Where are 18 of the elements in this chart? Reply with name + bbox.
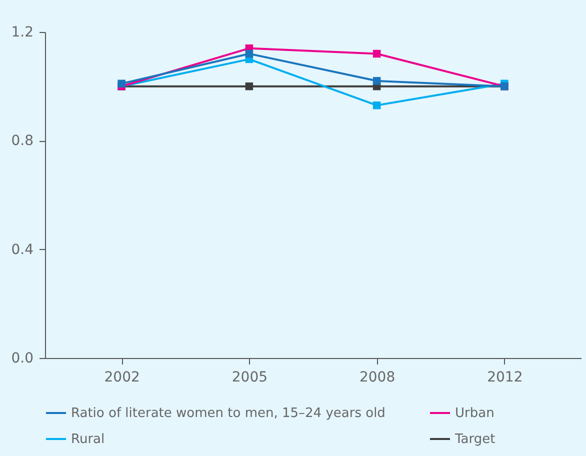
legend-label: Target: [454, 432, 496, 447]
x-tick-label: 2002: [104, 370, 140, 386]
point: [372, 101, 381, 110]
y-tick-label: 0.0: [11, 350, 34, 366]
x-tick-label: 2005: [232, 370, 268, 386]
x-tick-label: 2012: [487, 370, 523, 386]
point: [372, 50, 381, 58]
x-tick-label: 2008: [359, 370, 396, 386]
legend-label: Urban: [455, 406, 494, 421]
legend-label: Ratio of literate women to men, 15–24 years old: [71, 406, 386, 421]
point: [245, 50, 254, 58]
y-tick-label: 0.8: [11, 133, 34, 150]
y-tick-label: 1.2: [11, 24, 34, 40]
point: [372, 77, 381, 85]
point: [118, 80, 126, 88]
y-tick-label: 0.4: [11, 242, 34, 258]
point: [245, 82, 254, 90]
legend-label: Rural: [71, 432, 105, 447]
